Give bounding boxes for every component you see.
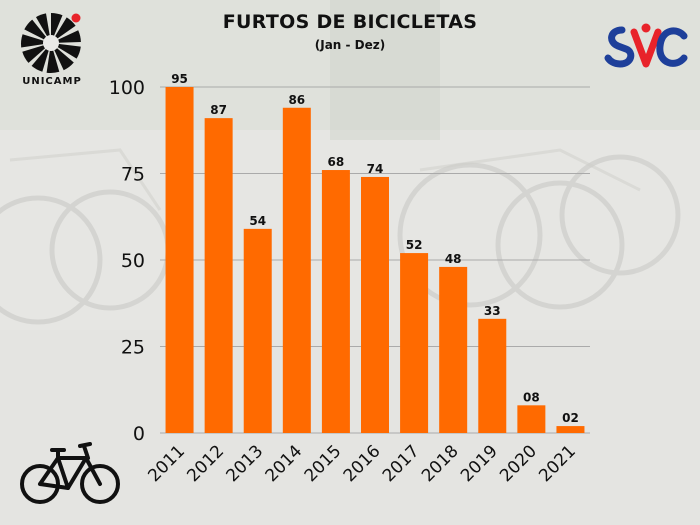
bar bbox=[204, 118, 233, 433]
y-tick-label: 25 bbox=[121, 337, 145, 359]
data-label: 68 bbox=[328, 155, 345, 169]
x-tick-label: 2017 bbox=[379, 441, 424, 486]
bar bbox=[243, 228, 272, 433]
bar bbox=[165, 87, 194, 433]
bar bbox=[478, 318, 507, 433]
data-label: 87 bbox=[210, 103, 227, 117]
x-tick-label: 2019 bbox=[457, 441, 502, 486]
x-axis-ticks: 2011201220132014201520162017201820192020… bbox=[144, 441, 580, 486]
bars bbox=[165, 87, 585, 434]
data-labels: 95 87 54 86 68 74 52 48 33 08 02 bbox=[171, 72, 579, 425]
bar bbox=[517, 405, 546, 433]
chart-subtitle: (Jan - Dez) bbox=[314, 38, 386, 52]
y-axis-ticks: 0 25 50 75 100 bbox=[109, 77, 145, 445]
data-label: 95 bbox=[171, 72, 188, 86]
x-tick-label: 2021 bbox=[535, 441, 580, 486]
svc-logo-icon bbox=[604, 23, 688, 68]
bar bbox=[400, 253, 429, 433]
y-tick-label: 50 bbox=[121, 250, 145, 272]
bar bbox=[556, 426, 585, 433]
x-tick-label: 2018 bbox=[418, 441, 463, 486]
x-tick-label: 2015 bbox=[301, 441, 346, 486]
x-tick-label: 2013 bbox=[223, 441, 268, 486]
data-label: 54 bbox=[249, 214, 266, 228]
bar bbox=[321, 170, 350, 434]
chart-title: FURTOS DE BICICLETAS bbox=[222, 11, 478, 33]
bar bbox=[439, 266, 468, 433]
bicycle-icon bbox=[20, 442, 120, 504]
unicamp-logo-icon bbox=[20, 13, 81, 74]
x-tick-label: 2011 bbox=[144, 441, 189, 486]
data-label: 02 bbox=[562, 411, 579, 425]
unicamp-logo-text: UNICAMP bbox=[22, 76, 82, 87]
data-label: 08 bbox=[523, 390, 540, 404]
data-label: 74 bbox=[367, 162, 384, 176]
data-label: 48 bbox=[445, 252, 462, 266]
x-tick-label: 2014 bbox=[262, 441, 307, 486]
bar bbox=[361, 176, 389, 433]
y-tick-label: 100 bbox=[109, 77, 145, 99]
x-tick-label: 2012 bbox=[183, 441, 228, 486]
x-tick-label: 2016 bbox=[340, 441, 385, 486]
x-tick-label: 2020 bbox=[496, 441, 541, 486]
data-label: 33 bbox=[484, 304, 501, 318]
bar bbox=[282, 107, 311, 433]
y-tick-label: 0 bbox=[133, 423, 145, 445]
y-tick-label: 75 bbox=[121, 164, 145, 186]
data-label: 52 bbox=[406, 238, 423, 252]
data-label: 86 bbox=[288, 93, 305, 107]
